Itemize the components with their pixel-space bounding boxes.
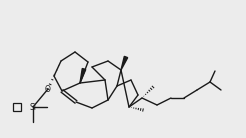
Bar xyxy=(13,103,21,111)
Polygon shape xyxy=(121,56,128,70)
Polygon shape xyxy=(80,68,86,83)
Text: O: O xyxy=(45,84,51,94)
Text: Si: Si xyxy=(30,103,36,112)
